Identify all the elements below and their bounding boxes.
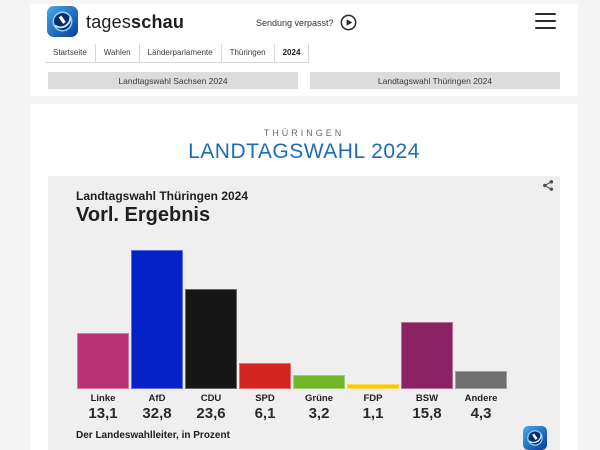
bar-column: Grüne 3,2 — [293, 249, 345, 422]
bar-area — [455, 249, 507, 389]
chart-subtitle: Vorl. Ergebnis — [76, 204, 211, 226]
bar-category-label: BSW — [415, 393, 439, 404]
bar-grüne — [293, 375, 345, 389]
bar-category-label: SPD — [255, 393, 275, 404]
breadcrumb-item-startseite[interactable]: Startseite — [45, 44, 96, 62]
region-kicker: THÜRINGEN — [263, 128, 345, 138]
bar-bsw — [401, 322, 453, 389]
breadcrumb-item-2024[interactable]: 2024 — [275, 44, 310, 62]
breadcrumb-item-thueringen[interactable]: Thüringen — [222, 44, 275, 62]
bar-category-label: Andere — [464, 393, 498, 404]
breadcrumb-item-wahlen[interactable]: Wahlen — [96, 44, 140, 62]
tagesschau-logo-icon[interactable] — [47, 6, 78, 37]
bar-category-label: Grüne — [305, 393, 333, 404]
bar-area — [293, 249, 345, 389]
bar-category-label: CDU — [200, 393, 222, 404]
bar-value-label: 23,6 — [196, 405, 226, 422]
share-icon — [542, 180, 553, 191]
breadcrumb-item-laenderparlamente[interactable]: Länderparlamente — [140, 44, 222, 62]
bar-area — [131, 249, 183, 389]
bar-column: AfD 32,8 — [131, 249, 183, 422]
site-header: tagesschau Sendung verpasst? Startseite … — [30, 4, 578, 96]
tagesschau-watermark-icon — [523, 426, 547, 450]
brand-regular: tages — [86, 12, 132, 32]
bar-value-label: 15,8 — [412, 405, 442, 422]
bars: Linke 13,1 AfD 32,8 CDU 23,6 SPD 6,1 Grüne 3,2 FDP… — [77, 249, 507, 422]
sendung-verpasst-label: Sendung verpasst? — [256, 17, 334, 28]
bar-column: BSW 15,8 — [401, 249, 453, 422]
bar-value-label: 3,2 — [308, 405, 330, 422]
play-icon — [340, 14, 356, 31]
bar-column: Andere 4,3 — [455, 249, 507, 422]
bar-value-label: 32,8 — [142, 405, 172, 422]
main-content: THÜRINGEN LANDTAGSWAHL 2024 Landtagswahl… — [30, 104, 578, 450]
page-title: LANDTAGSWAHL 2024 — [188, 140, 420, 163]
chart-source: Der Landeswahlleiter, in Prozent — [76, 430, 230, 441]
bar-category-label: Linke — [90, 393, 116, 404]
menu-button[interactable] — [535, 13, 556, 29]
bar-column: SPD 6,1 — [239, 249, 291, 422]
result-chart-card: Landtagswahl Thüringen 2024 Vorl. Ergebn… — [48, 176, 560, 450]
bar-afd — [131, 250, 183, 389]
bar-area — [185, 249, 237, 389]
breadcrumb: Startseite Wahlen Länderparlamente Thüri… — [45, 44, 310, 63]
bar-value-label: 13,1 — [88, 405, 118, 422]
bar-value-label: 1,1 — [362, 405, 384, 422]
bar-area — [77, 249, 129, 389]
tab-landtagswahl-thueringen[interactable]: Landtagswahl Thüringen 2024 — [310, 72, 560, 89]
bar-column: CDU 23,6 — [185, 249, 237, 422]
bar-area — [401, 249, 453, 389]
bar-value-label: 4,3 — [470, 405, 492, 422]
bar-category-label: FDP — [363, 393, 383, 404]
bar-linke — [77, 333, 129, 389]
bar-value-label: 6,1 — [254, 405, 276, 422]
tab-landtagswahl-sachsen[interactable]: Landtagswahl Sachsen 2024 — [48, 72, 298, 89]
bar-column: FDP 1,1 — [347, 249, 399, 422]
sendung-verpasst-link[interactable]: Sendung verpasst? — [256, 14, 357, 31]
share-button[interactable] — [540, 179, 556, 195]
bar-column: Linke 13,1 — [77, 249, 129, 422]
bar-spd — [239, 363, 291, 389]
bar-area — [239, 249, 291, 389]
bar-area — [347, 249, 399, 389]
bar-andere — [455, 371, 507, 389]
bar-cdu — [185, 289, 237, 389]
chart-title: Landtagswahl Thüringen 2024 — [76, 189, 249, 203]
brand-title[interactable]: tagesschau — [86, 12, 184, 33]
bar-category-label: AfD — [148, 393, 166, 404]
brand-bold: schau — [131, 12, 185, 32]
bar-fdp — [347, 384, 399, 389]
